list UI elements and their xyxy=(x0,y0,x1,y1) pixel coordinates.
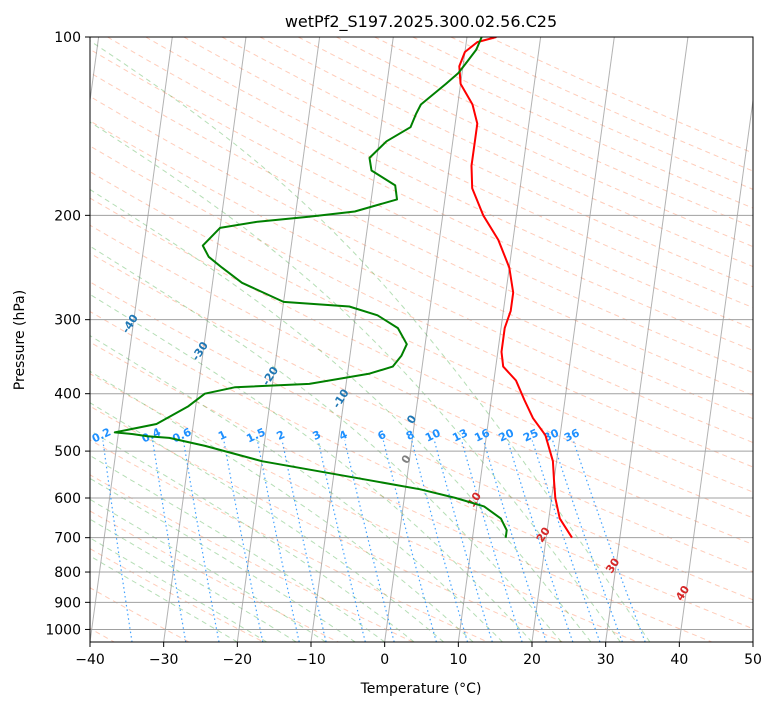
moist-adiabat-line xyxy=(90,293,533,642)
x-axis-label: Temperature (°C) xyxy=(360,681,482,697)
profile-series xyxy=(113,37,573,539)
axis-ticks: −40 −30 −20 −10 0 10 20 30 40 50 100 200 300 400 500 60… xyxy=(45,30,762,668)
plot-frame xyxy=(89,36,754,643)
dry-adiabat-line xyxy=(90,311,753,630)
moist-adiabat-line xyxy=(90,454,385,642)
mixing-ratio-line xyxy=(223,440,264,642)
dry-adiabat-line xyxy=(488,37,753,154)
y-tick-label: 500 xyxy=(54,444,81,460)
mixing-ratio-line xyxy=(256,440,300,642)
dry-adiabat-line xyxy=(90,95,753,420)
moist-adiabat-line xyxy=(90,370,474,642)
x-tick-label: −20 xyxy=(223,652,253,668)
mixing-ratio-line xyxy=(572,440,646,642)
x-tick-label: 10 xyxy=(449,652,467,668)
dewpoint-line xyxy=(113,37,508,538)
moist-adiabat-line xyxy=(90,402,444,642)
isotherm-line xyxy=(163,37,247,642)
isotherm-line xyxy=(90,37,173,642)
mixing-ratio-label: 16 xyxy=(472,426,492,444)
isotherm-line xyxy=(384,37,468,642)
x-tick-label: 20 xyxy=(523,652,541,668)
dry-adiabat-line xyxy=(90,145,753,468)
moist-adiabat-line xyxy=(90,335,503,642)
mixing-ratio-line xyxy=(552,440,623,642)
dry-adiabat-line xyxy=(145,37,753,330)
dry-adiabat-line xyxy=(90,72,753,396)
y-tick-label: 1000 xyxy=(45,622,81,638)
isotherm-line xyxy=(678,96,753,642)
x-tick-label: 30 xyxy=(597,652,615,668)
y-tick-label: 900 xyxy=(54,595,81,611)
mixing-ratio-line xyxy=(102,440,133,642)
dry-adiabat-line xyxy=(90,120,753,444)
y-axis-label: Pressure (hPa) xyxy=(12,290,28,390)
dry-adiabat-line xyxy=(259,37,753,268)
y-tick-label: 700 xyxy=(54,531,81,547)
isotherm-line xyxy=(457,37,542,642)
mixing-ratio-line xyxy=(531,440,601,642)
moist-adiabat-line xyxy=(90,40,651,642)
moist-adiabat-line xyxy=(90,121,621,642)
mixing-ratio-label: 10 xyxy=(423,426,443,444)
x-tick-label: 0 xyxy=(380,652,389,668)
dry-adiabat-line xyxy=(90,281,753,601)
dry-adiabat-line xyxy=(90,171,753,493)
isotherm-line xyxy=(605,37,689,642)
dry-adiabat-line xyxy=(90,548,265,642)
x-tick-label: −40 xyxy=(75,652,105,668)
dry-adiabat-line xyxy=(336,37,753,228)
y-tick-label: 800 xyxy=(54,565,81,581)
dry-adiabat-line xyxy=(90,341,714,642)
mixing-ratio-line xyxy=(507,440,574,642)
isotherm-line xyxy=(236,37,321,642)
x-tick-label: −30 xyxy=(149,652,179,668)
mixing-ratio-line xyxy=(281,440,327,642)
y-tick-label: 300 xyxy=(54,313,81,329)
mixing-ratio-label: 36 xyxy=(562,426,582,444)
y-tick-label: 600 xyxy=(54,491,81,507)
dry-adiabat-line xyxy=(90,197,753,519)
moist-adiabat-line xyxy=(90,188,592,642)
y-tick-label: 400 xyxy=(54,387,81,403)
x-tick-label: 40 xyxy=(670,652,688,668)
mixing-ratio-label: 20 xyxy=(497,426,517,444)
temperature-line xyxy=(458,37,573,539)
dry-adiabat-line xyxy=(183,37,753,309)
isotherm-line xyxy=(531,37,615,642)
dry-adiabat-line xyxy=(90,439,489,642)
y-tick-label: 100 xyxy=(54,30,81,46)
isotherm-line xyxy=(310,37,394,642)
moist-adiabat-line xyxy=(90,477,356,642)
mixing-ratio-line xyxy=(461,440,523,642)
dry-adiabat-line xyxy=(90,224,753,546)
dry-adiabat-line xyxy=(412,37,753,190)
y-tick-label: 200 xyxy=(54,208,81,224)
moist-adiabat-line xyxy=(90,245,562,642)
mixing-ratio-line xyxy=(483,440,547,642)
dry-adiabat-line xyxy=(90,48,753,374)
mixing-ratio-label: 25 xyxy=(521,426,540,444)
chart-title: wetPf2_S197.2025.300.02.56.C25 xyxy=(285,12,557,32)
mixing-ratio-label: 13 xyxy=(450,426,469,444)
dry-adiabat-line xyxy=(90,405,564,642)
x-tick-label: −10 xyxy=(296,652,326,668)
moist-adiabat-line xyxy=(90,537,268,642)
background-lines xyxy=(90,37,753,642)
moist-adiabat-line xyxy=(90,555,238,642)
dry-adiabat-line xyxy=(107,37,753,351)
x-tick-label: 50 xyxy=(744,652,762,668)
